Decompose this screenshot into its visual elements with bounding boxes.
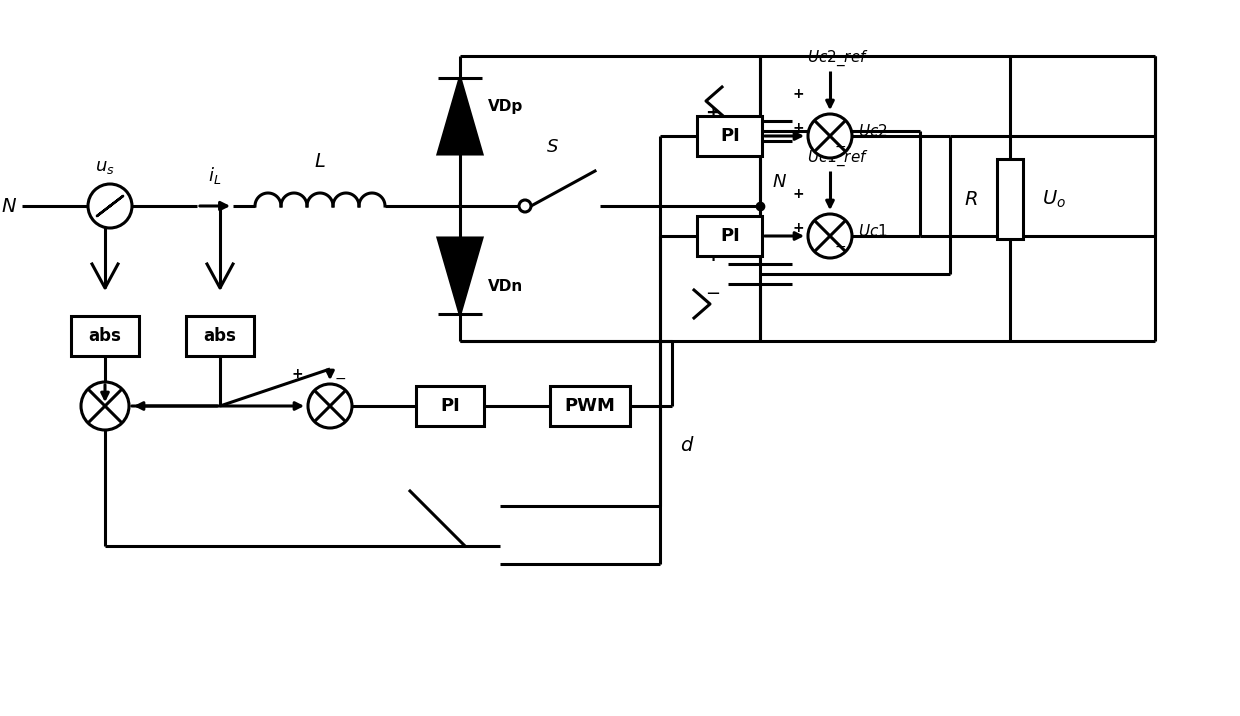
Circle shape: [808, 114, 852, 158]
Text: +: +: [792, 87, 804, 101]
Bar: [415, 386, 484, 426]
Text: VDn: VDn: [489, 279, 523, 294]
Text: $i_L$: $i_L$: [208, 165, 222, 186]
Circle shape: [81, 382, 129, 430]
Text: +: +: [792, 221, 804, 235]
Text: $Uc2$: $Uc2$: [858, 123, 888, 139]
Text: $Uc1$: $Uc1$: [858, 223, 888, 239]
Text: $L$: $L$: [314, 152, 326, 171]
Text: $-$: $-$: [835, 139, 846, 153]
Text: $-$: $-$: [704, 283, 720, 301]
Circle shape: [88, 184, 131, 228]
Text: $-$: $-$: [835, 239, 846, 253]
Text: $S$: $S$: [546, 138, 559, 156]
Text: $N$: $N$: [773, 173, 787, 191]
Text: $Uc2\_ref$: $Uc2\_ref$: [807, 49, 869, 68]
Polygon shape: [438, 78, 482, 154]
Circle shape: [808, 214, 852, 258]
Text: PI: PI: [720, 127, 740, 145]
Text: +: +: [706, 247, 720, 265]
Text: $U_o$: $U_o$: [1042, 188, 1066, 210]
Text: $u_s$: $u_s$: [95, 158, 115, 176]
Text: PI: PI: [720, 227, 740, 245]
Text: PI: PI: [440, 397, 460, 415]
Text: +: +: [291, 367, 303, 381]
Text: $N$: $N$: [1, 196, 17, 216]
Text: PWM: PWM: [564, 397, 615, 415]
Circle shape: [520, 200, 531, 212]
Polygon shape: [438, 238, 482, 314]
Text: +: +: [706, 104, 720, 122]
Circle shape: [308, 384, 352, 428]
Bar: [551, 386, 630, 426]
Text: $-$: $-$: [334, 371, 346, 385]
Bar: [697, 116, 763, 156]
Text: $R$: $R$: [965, 190, 978, 208]
Bar: [71, 316, 139, 356]
Text: abs: abs: [203, 327, 237, 345]
Text: abs: abs: [88, 327, 122, 345]
Bar: [697, 216, 763, 256]
Text: $Uc1\_ref$: $Uc1\_ref$: [807, 149, 869, 168]
Bar: [186, 316, 254, 356]
Bar: [997, 159, 1023, 239]
Text: +: +: [792, 187, 804, 201]
Text: VDp: VDp: [489, 99, 523, 114]
Text: $d$: $d$: [680, 436, 694, 455]
Text: $-$: $-$: [704, 140, 720, 158]
Text: +: +: [792, 121, 804, 135]
